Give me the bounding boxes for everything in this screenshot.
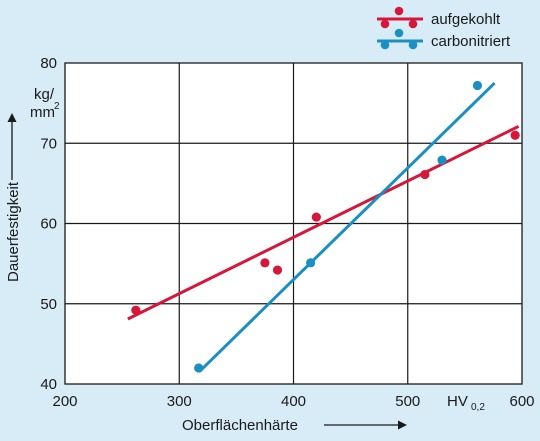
data-point-aufgekohlt [272,265,283,275]
legend-swatch-point-carbonitriert [408,40,418,50]
x-tick-label: 200 [52,393,77,410]
data-point-aufgekohlt [260,258,270,268]
legend-swatch-point-aufgekohlt [380,19,390,29]
x-unit-subscript: 0,2 [471,402,485,413]
plot-frame [64,62,523,385]
grid [65,63,522,384]
legend-item-carbonitriert: carbonitriert [377,28,511,50]
y-axis-unit: kg/ mm 2 [30,86,60,121]
y-tick-label: 40 [40,376,57,393]
legend-swatch-point-aufgekohlt [394,6,404,16]
data-point-aufgekohlt [131,305,141,315]
trend-line-carbonitriert [198,81,496,373]
y-unit-exponent: 2 [54,101,60,112]
x-axis-title: Oberflächenhärte [182,417,298,434]
legend-swatch-point-carbonitriert [380,40,390,50]
y-tick-label: 60 [40,216,57,233]
y-tick-label: 70 [40,135,57,152]
data-point-carbonitriert [437,155,447,165]
y-tick-label: 50 [40,296,57,313]
data-point-aufgekohlt [510,130,520,140]
series-aufgekohlt [127,125,520,321]
legend-swatch-point-aufgekohlt [408,19,418,29]
x-tick-labels: 200 300 400 500 600 [52,393,534,410]
legend: aufgekohlt carbonitriert [377,6,511,50]
data-point-carbonitriert [472,80,483,91]
y-axis-title: Dauerfestigkeit [5,181,22,282]
x-axis-arrow [324,420,407,430]
legend-swatch-point-carbonitriert [394,28,404,38]
legend-item-aufgekohlt: aufgekohlt [377,6,501,29]
legend-label-aufgekohlt: aufgekohlt [431,11,501,28]
y-unit-top: kg/ [34,86,55,103]
y-tick-label: 80 [40,55,57,72]
series-layer [127,80,520,373]
y-unit-bottom: mm [30,104,55,121]
x-tick-label: 400 [281,393,306,410]
data-point-carbonitriert [306,258,316,268]
legend-label-carbonitriert: carbonitriert [431,33,511,50]
x-axis-unit: HV 0,2 [447,393,485,413]
data-point-aufgekohlt [420,169,430,180]
trend-line-aufgekohlt [127,125,520,321]
series-carbonitriert [194,80,496,373]
y-axis-arrow [7,113,17,180]
data-point-carbonitriert [194,363,204,373]
x-unit-main: HV [447,393,468,410]
x-tick-label: 300 [167,393,192,410]
data-point-aufgekohlt [311,212,321,222]
x-tick-label: 600 [509,393,534,410]
x-tick-label: 500 [395,393,420,410]
y-tick-labels: 40 50 60 70 80 [40,55,57,393]
